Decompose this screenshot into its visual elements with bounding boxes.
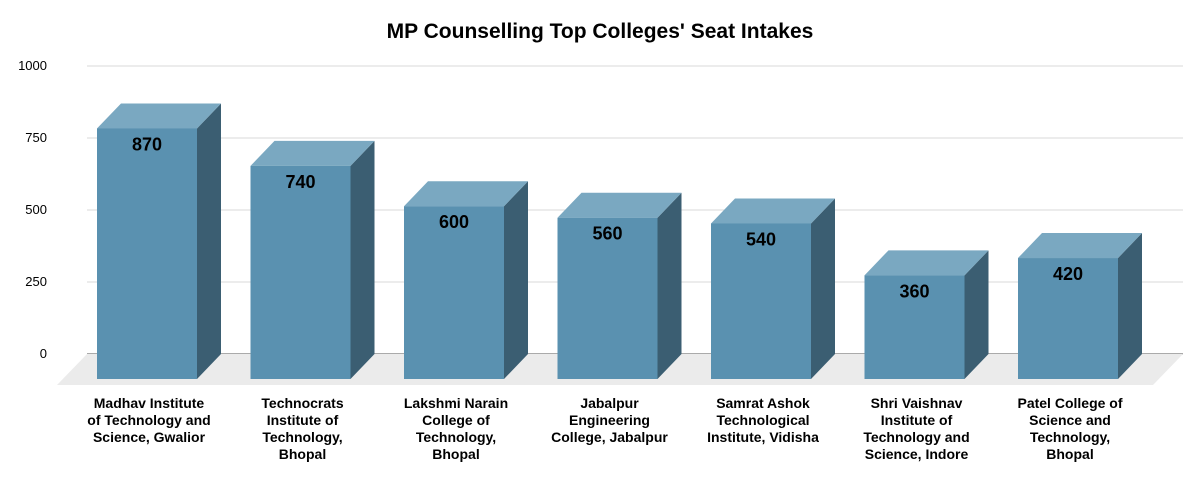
y-tick-label: 0 xyxy=(40,346,47,361)
bar-front xyxy=(97,128,197,379)
category-label-line: Technocrats xyxy=(261,395,343,411)
data-label: 420 xyxy=(1053,264,1083,284)
category-label-line: Institute of xyxy=(267,412,339,428)
bar-top xyxy=(1018,233,1142,259)
bar-side xyxy=(657,192,682,379)
category-label-line: Institute of xyxy=(881,412,953,428)
category-label-line: Technology, xyxy=(1030,429,1110,445)
bar-side xyxy=(197,103,221,379)
bar-side xyxy=(811,198,835,379)
category-label: Jabalpur Engineering College, Jabalpur xyxy=(551,395,668,445)
bar-top xyxy=(864,250,989,276)
category-label-line: Shri Vaishnav xyxy=(871,395,963,411)
category-labels: Madhav Institute of Technology and Science… xyxy=(87,395,1123,462)
category-label-line: Technology, xyxy=(416,429,496,445)
bar-top xyxy=(97,103,221,129)
category-label-line: College, Jabalpur xyxy=(551,429,668,445)
category-label-line: Engineering xyxy=(569,412,650,428)
bar-top xyxy=(711,198,835,224)
y-tick-label: 250 xyxy=(25,274,47,289)
bar-front xyxy=(711,223,811,379)
category-label-line: Madhav Institute xyxy=(94,395,205,411)
bar-side xyxy=(350,140,375,379)
category-label-line: Bhopal xyxy=(432,446,479,462)
bar-side xyxy=(964,250,989,379)
bar-top xyxy=(250,140,375,166)
category-label-line: Technology and xyxy=(863,429,969,445)
bar-side xyxy=(1118,233,1142,379)
category-label-line: Samrat Ashok xyxy=(716,395,810,411)
data-label: 560 xyxy=(592,224,622,244)
bar: 420 xyxy=(1018,233,1142,379)
category-label: Shri Vaishnav Institute of Technology and S… xyxy=(863,395,969,462)
category-label: Madhav Institute of Technology and Science… xyxy=(87,395,210,445)
bar: 560 xyxy=(557,192,682,379)
bar: 600 xyxy=(404,181,528,379)
y-tick-label: 1000 xyxy=(18,58,47,73)
y-axis-ticks: 0 250 500 750 1000 xyxy=(18,58,47,361)
chart-title: MP Counselling Top Colleges' Seat Intake… xyxy=(387,20,814,43)
bar: 360 xyxy=(864,250,989,379)
data-label: 600 xyxy=(439,212,469,232)
bar-front xyxy=(404,206,504,379)
bar-front xyxy=(1018,258,1118,379)
category-label-line: Institute, Vidisha xyxy=(707,429,819,445)
category-label: Technocrats Institute of Technology, Bhopal xyxy=(261,395,343,462)
bar-front xyxy=(864,275,965,379)
category-label-line: Lakshmi Narain xyxy=(404,395,508,411)
y-tick-label: 750 xyxy=(25,130,47,145)
y-tick-label: 500 xyxy=(25,202,47,217)
category-label: Lakshmi Narain College of Technology, Bhopa… xyxy=(404,395,508,462)
category-label-line: College of xyxy=(422,412,490,428)
category-label: Samrat Ashok Technological Institute, Vidi… xyxy=(707,395,819,445)
bar-top xyxy=(404,181,528,207)
category-label-line: Science and xyxy=(1029,412,1111,428)
bar: 870 xyxy=(97,103,221,379)
category-label-line: Bhopal xyxy=(279,446,326,462)
category-label-line: Science, Indore xyxy=(865,446,969,462)
bars: 870 740 600 560 540 360 420 xyxy=(97,103,1142,379)
category-label-line: Jabalpur xyxy=(580,395,639,411)
bar: 740 xyxy=(250,140,375,379)
category-label-line: Patel College of xyxy=(1017,395,1122,411)
category-label: Patel College of Science and Technology, Bh… xyxy=(1017,395,1122,462)
bar-side xyxy=(504,181,528,379)
bar-front xyxy=(557,217,658,379)
category-label-line: Science, Gwalior xyxy=(93,429,206,445)
data-label: 540 xyxy=(746,229,776,249)
category-label-line: Bhopal xyxy=(1046,446,1093,462)
category-label-line: Technological xyxy=(716,412,809,428)
data-label: 360 xyxy=(899,281,929,301)
category-label-line: of Technology and xyxy=(87,412,210,428)
category-label-line: Technology, xyxy=(262,429,342,445)
bar-top xyxy=(557,192,682,218)
data-label: 870 xyxy=(132,134,162,154)
data-label: 740 xyxy=(285,172,315,192)
bar-front xyxy=(250,165,351,379)
bar: 540 xyxy=(711,198,835,379)
